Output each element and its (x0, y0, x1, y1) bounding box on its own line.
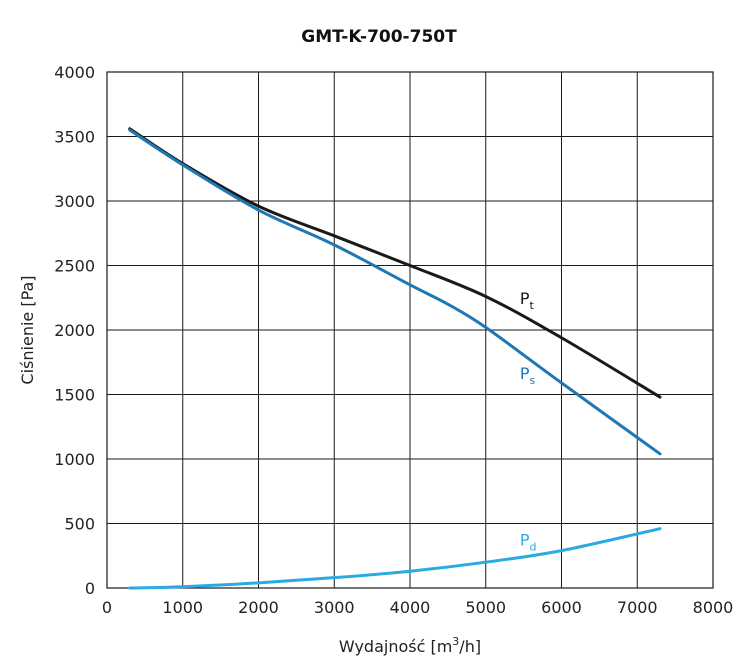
y-tick-label-6: 3000 (54, 192, 95, 211)
series-line-ps (128, 128, 662, 456)
series-label-sub: s (529, 374, 535, 387)
x-tick-label-8: 8000 (693, 598, 734, 617)
x-axis-title: Wydajność [m3/h] (339, 635, 481, 656)
tick-labels: 0 1000 2000 3000 4000 5000 6000 7000 8000 0 500 100… (54, 63, 733, 617)
series-label-ps: Ps (520, 364, 536, 387)
x-tick-label-0: 0 (102, 598, 112, 617)
x-tick-label-2: 2000 (238, 598, 279, 617)
series-label-main: P (520, 530, 530, 549)
y-axis-title: Ciśnienie [Pa] (18, 275, 37, 384)
series-line-pd (128, 527, 662, 590)
series-label-sub: t (529, 299, 534, 312)
series-label-main: P (520, 364, 530, 383)
y-tick-label-2: 1000 (54, 450, 95, 469)
series-label-pt: Pt (520, 289, 535, 312)
y-tick-label-7: 3500 (54, 128, 95, 147)
y-tick-label-3: 1500 (54, 386, 95, 405)
x-tick-label-4: 4000 (390, 598, 431, 617)
x-axis-title-sup: 3 (452, 635, 459, 648)
chart-title: GMT-K-700-750T (301, 27, 457, 47)
series-label-main: P (520, 289, 530, 308)
y-tick-label-8: 4000 (54, 63, 95, 82)
y-tick-label-5: 2500 (54, 257, 95, 276)
series-line-pt (128, 127, 662, 399)
x-tick-label-1: 1000 (162, 598, 203, 617)
y-tick-label-0: 0 (85, 579, 95, 598)
series-label-sub: d (529, 540, 536, 553)
x-tick-label-6: 6000 (541, 598, 582, 617)
x-tick-label-3: 3000 (314, 598, 355, 617)
x-tick-label-7: 7000 (617, 598, 658, 617)
x-axis-title-tail: /h] (459, 637, 481, 656)
grid (106, 71, 714, 589)
y-tick-label-1: 500 (64, 515, 95, 534)
x-tick-label-5: 5000 (465, 598, 506, 617)
x-axis-title-main: Wydajność [m (339, 637, 452, 656)
y-tick-label-4: 2000 (54, 321, 95, 340)
plot-frame (106, 71, 714, 589)
series-label-pd: Pd (520, 530, 537, 553)
series-lines (128, 127, 662, 590)
